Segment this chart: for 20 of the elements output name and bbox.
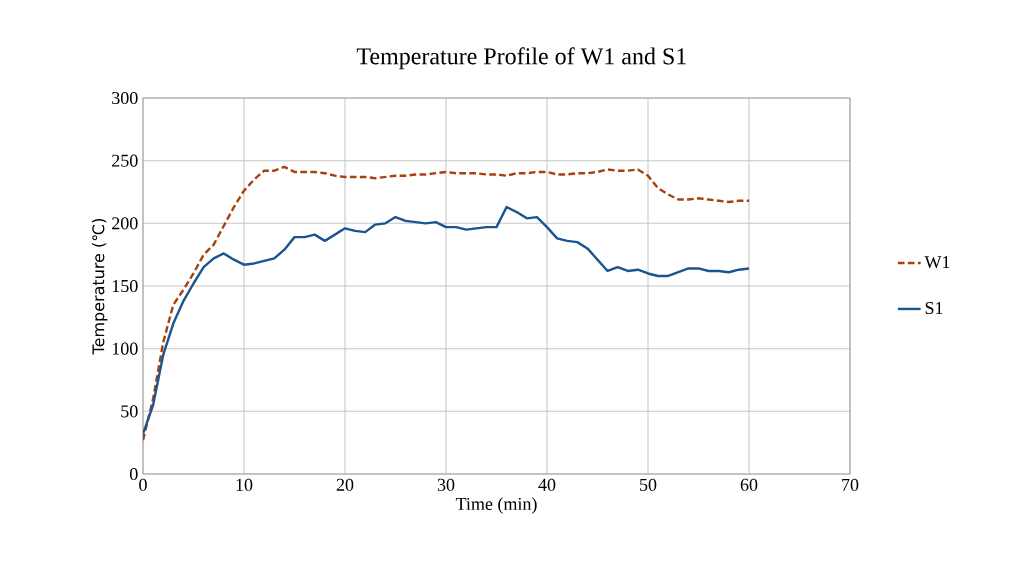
legend-label: W1 [924,256,950,269]
y-tick-label: 250 [112,154,138,167]
x-tick-label: 10 [236,478,253,491]
y-tick-label: 150 [112,279,138,293]
x-tick-label: 0 [139,478,147,491]
y-tick-label: 0 [129,467,138,481]
x-axis-title: Time (min) [455,497,537,514]
y-tick-label: 50 [121,405,138,418]
y-tick-label: 200 [112,217,138,230]
y-tick-label: 100 [112,342,138,355]
x-tick-label: 50 [640,478,657,491]
x-tick-label: 60 [740,478,758,491]
y-axis-title: Temperature (℃) [92,218,108,355]
chart-title: Temperature Profile of W1 and S1 [356,47,686,70]
x-tick-label: 70 [842,478,859,491]
x-tick-label: 30 [437,478,455,491]
x-tick-label: 20 [336,478,354,491]
x-tick-label: 40 [538,478,556,491]
y-tick-label: 300 [112,91,138,105]
legend-label: S1 [925,301,943,315]
